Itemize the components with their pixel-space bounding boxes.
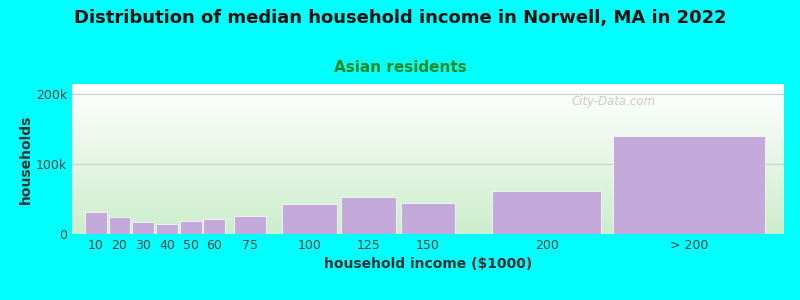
Bar xyxy=(401,202,455,234)
Bar xyxy=(109,217,130,234)
Text: Distribution of median household income in Norwell, MA in 2022: Distribution of median household income … xyxy=(74,9,726,27)
Text: City-Data.com: City-Data.com xyxy=(571,94,655,107)
Bar xyxy=(492,191,602,234)
Bar xyxy=(85,212,106,234)
Bar xyxy=(203,219,226,234)
Bar xyxy=(342,197,396,234)
X-axis label: household income ($1000): household income ($1000) xyxy=(324,257,532,272)
Bar xyxy=(132,222,154,234)
Bar xyxy=(156,224,178,234)
Y-axis label: households: households xyxy=(19,114,34,204)
Bar xyxy=(613,136,766,234)
Bar xyxy=(282,204,337,234)
Text: Asian residents: Asian residents xyxy=(334,60,466,75)
Bar xyxy=(234,216,266,234)
Bar xyxy=(180,221,202,234)
